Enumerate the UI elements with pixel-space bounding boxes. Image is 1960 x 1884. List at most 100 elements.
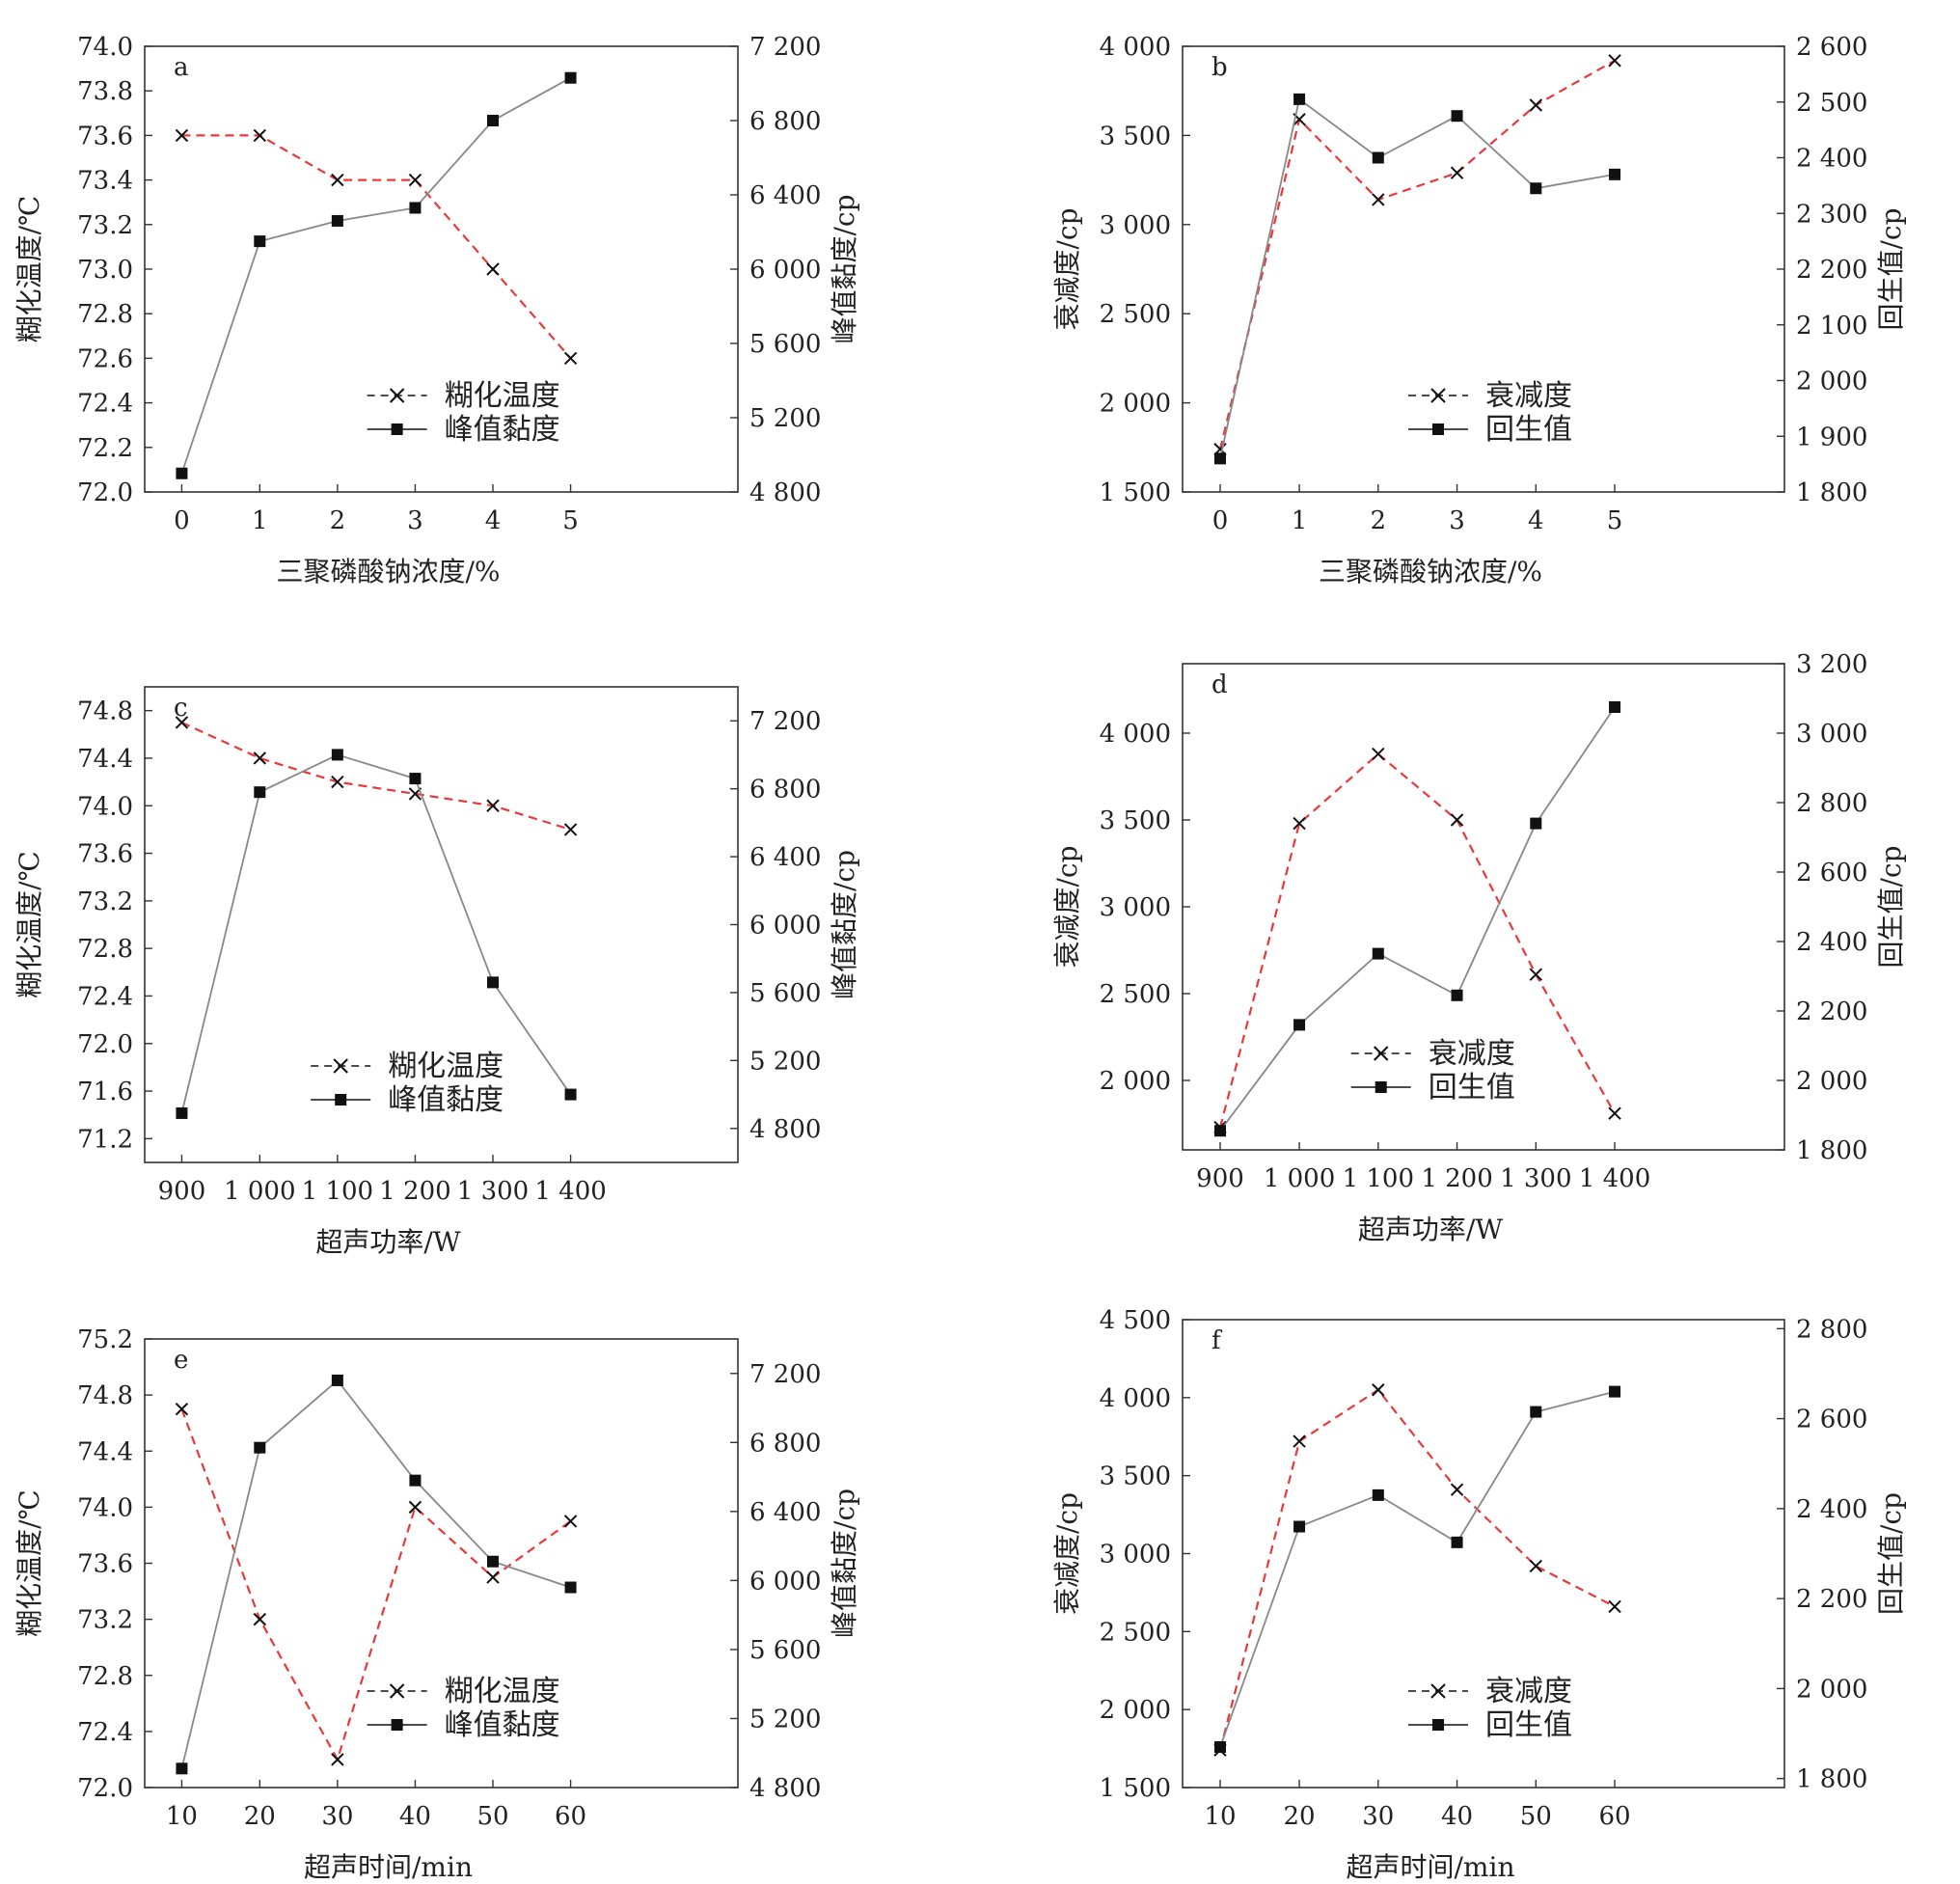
y-left-tick-label: 1 500 <box>1100 478 1171 507</box>
square-marker <box>564 1088 577 1101</box>
y-left-tick-label: 4 500 <box>1100 1306 1171 1335</box>
chart-panel-c: c 71.2 71.6 72.0 72.4 72.8 73.2 73.6 74.0 74.4 74.… <box>14 686 860 1258</box>
y-left-tick-label: 73.6 <box>77 1550 133 1579</box>
x-tick-label: 1 100 <box>1343 1164 1414 1193</box>
plot-frame <box>1182 45 1785 493</box>
legend-square-marker <box>1375 1081 1387 1093</box>
x-tick-label: 5 <box>562 506 579 535</box>
series-line-dashed <box>181 134 572 360</box>
x-tick-label: 20 <box>1284 1802 1316 1831</box>
panel-label: a <box>174 53 189 82</box>
series-line-dashed <box>180 721 571 831</box>
legend-label: 回生值 <box>1429 1071 1515 1105</box>
square-marker <box>409 202 422 214</box>
x-marker <box>1529 968 1542 981</box>
legend-label: 糊化温度 <box>445 1675 560 1708</box>
square-marker <box>254 235 266 248</box>
square-marker <box>1530 817 1542 830</box>
y-left-tick-label: 72.4 <box>77 1718 133 1747</box>
chart-panel-d: d 2 000 2 500 3 000 3 500 4 000 1 800 2 000 2 20… <box>1051 650 1907 1245</box>
y-right-tick-label: 1 800 <box>1796 1765 1867 1794</box>
x-marker <box>331 1753 344 1766</box>
x-tick-label: 900 <box>158 1177 206 1206</box>
series-line-solid <box>1219 706 1616 1132</box>
y-right-tick-label: 3 200 <box>1796 650 1867 679</box>
square-marker <box>254 786 266 799</box>
y-left-axis-title: 糊化温度/℃ <box>14 851 45 998</box>
y-right-tick-label: 6 800 <box>749 1429 821 1458</box>
square-marker <box>1372 151 1384 164</box>
y-right-tick-label: 2 400 <box>1796 145 1867 174</box>
x-tick-label: 3 <box>1449 506 1465 535</box>
y-left-tick-label: 3 000 <box>1100 211 1171 240</box>
x-tick-label: 1 200 <box>1421 1164 1492 1193</box>
x-marker <box>486 799 500 812</box>
y-right-tick-label: 7 200 <box>749 33 821 62</box>
square-marker <box>1293 93 1306 105</box>
square-marker <box>331 214 343 227</box>
square-marker <box>1451 110 1463 123</box>
y-left-tick-label: 73.6 <box>77 122 133 150</box>
y-right-tick-label: 6 000 <box>749 912 821 941</box>
x-tick-label: 40 <box>1441 1802 1473 1831</box>
y-right-axis-title: 峰值黏度/cp <box>829 194 860 343</box>
square-marker <box>1530 1406 1542 1418</box>
y-right-axis-title: 峰值黏度/cp <box>829 1488 860 1638</box>
y-right-tick-label: 5 200 <box>749 1705 821 1734</box>
series-line-solid <box>1219 97 1616 459</box>
y-right-tick-label: 1 800 <box>1796 1136 1867 1165</box>
chart-panel-b: b 1 500 2 000 2 500 3 000 3 500 4 000 1 800 1 90… <box>1051 33 1907 587</box>
x-marker <box>253 751 267 765</box>
legend-label: 衰减度 <box>1485 379 1572 413</box>
x-tick-label: 4 <box>1528 506 1544 535</box>
panel-label: c <box>174 694 188 723</box>
plot-frame <box>144 45 739 493</box>
square-marker <box>331 1374 343 1386</box>
y-left-tick-label: 2 000 <box>1100 390 1171 419</box>
y-left-tick-label: 72.4 <box>77 982 133 1011</box>
x-marker <box>1608 1599 1621 1614</box>
legend-label: 衰减度 <box>1429 1037 1515 1071</box>
x-marker <box>175 716 189 729</box>
y-right-tick-label: 4 800 <box>749 1774 821 1803</box>
y-left-tick-label: 74.8 <box>77 697 133 726</box>
y-left-tick-label: 2 500 <box>1100 300 1171 329</box>
square-marker <box>1372 1488 1384 1501</box>
y-right-axis-title: 回生值/cp <box>1875 845 1907 968</box>
y-left-tick-label: 74.8 <box>77 1381 133 1410</box>
y-right-tick-label: 2 300 <box>1796 200 1867 229</box>
y-left-tick-label: 2 000 <box>1100 1067 1171 1096</box>
square-marker <box>176 1106 188 1119</box>
y-right-tick-label: 5 600 <box>749 979 821 1008</box>
square-marker <box>1609 1385 1621 1398</box>
series-line-dashed <box>1218 752 1616 1128</box>
x-marker <box>331 173 344 187</box>
square-marker <box>1214 1741 1226 1754</box>
y-left-tick-label: 73.6 <box>77 840 133 869</box>
square-marker <box>487 976 500 989</box>
x-marker <box>563 1515 578 1528</box>
x-tick-label: 0 <box>174 506 190 535</box>
x-tick-label: 50 <box>476 1802 508 1831</box>
square-marker <box>1530 182 1542 195</box>
y-left-tick-label: 72.0 <box>77 1774 133 1803</box>
x-tick-label: 1 400 <box>534 1177 606 1206</box>
series-line-solid <box>180 1379 571 1769</box>
x-tick-label: 10 <box>166 1802 198 1831</box>
y-left-axis-title: 糊化温度/℃ <box>14 196 45 343</box>
square-marker <box>176 1762 188 1775</box>
series-line-solid <box>180 753 572 1114</box>
x-tick-label: 1 100 <box>302 1177 373 1206</box>
legend-x-marker <box>389 1683 405 1699</box>
y-right-tick-label: 2 000 <box>1796 1067 1867 1096</box>
y-left-tick-label: 3 000 <box>1100 893 1171 922</box>
x-marker <box>1608 54 1621 68</box>
panel-label: f <box>1211 1326 1223 1355</box>
x-marker <box>1293 816 1306 831</box>
x-axis-title: 超声时间/min <box>304 1851 473 1883</box>
x-marker <box>408 1500 422 1515</box>
y-left-tick-label: 2 000 <box>1100 1696 1171 1725</box>
y-right-tick-label: 2 500 <box>1796 89 1867 118</box>
